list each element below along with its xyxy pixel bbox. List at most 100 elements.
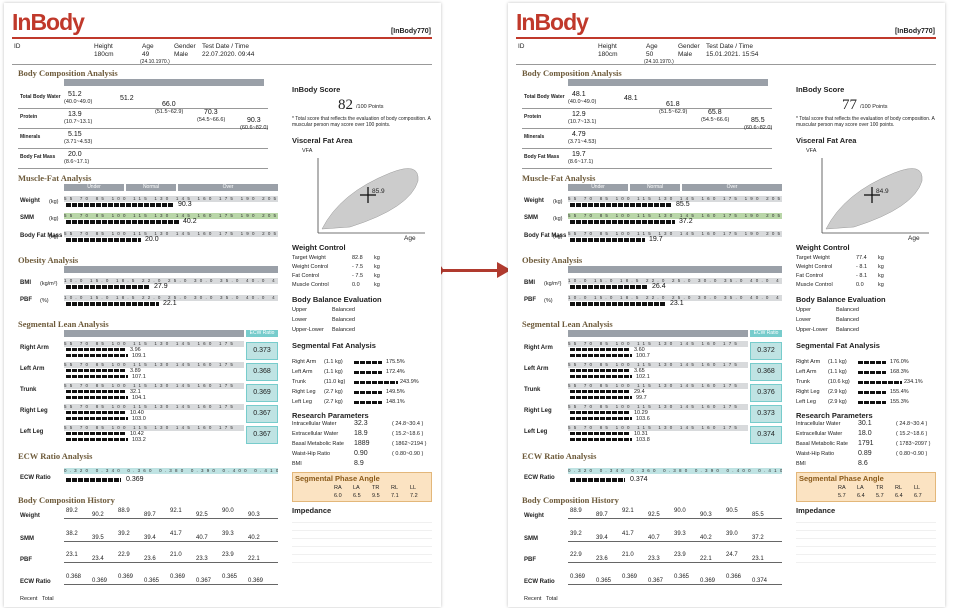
obesity-bmi-value: 27.9 [154, 283, 168, 290]
mfa-smm-label: SMM [524, 215, 538, 221]
obesity-header [568, 266, 782, 273]
bca-tbw-value: 48.1 [572, 91, 586, 98]
sla-tr-kg: 32.1 [130, 389, 141, 395]
sla-tr-label: Trunk [524, 387, 541, 393]
mfa-title: Muscle-Fat Analysis [522, 173, 596, 183]
history-recent-legend: Recent [20, 596, 38, 602]
phase-val-rl: 7.1 [391, 493, 399, 499]
balance-ul-label: Upper-Lower [292, 327, 324, 333]
mfa-bfm-bar [66, 238, 141, 242]
obesity-bmi-unit: (kg/m²) [40, 281, 58, 287]
age-label: Age [646, 43, 658, 50]
sla-ra-pct-bar [66, 354, 128, 357]
sfa-ra-pct: 175.5% [386, 359, 405, 365]
wc-title: Weight Control [796, 243, 850, 252]
history-ecw-label: ECW Ratio [524, 579, 555, 585]
wc-muscle_ctrl-label: Muscle Control [292, 282, 329, 288]
history-smm-point: 41.7 [622, 531, 634, 537]
gender-value: Male [174, 51, 189, 58]
history-smm-label: SMM [20, 536, 34, 542]
bca-row-label-bfm: Body Fat Mass [20, 154, 56, 160]
sfa-la-pct: 172.4% [386, 369, 405, 375]
bca-protein-range: (10.7~13.1) [568, 119, 597, 125]
phase-val-ra: 6.0 [334, 493, 342, 499]
wc-muscle_ctrl-value: 0.0 [352, 282, 360, 288]
sla-ll-pct-bar [570, 438, 632, 441]
sla-la-kg: 3.65 [634, 368, 645, 374]
history-weight-point: 90.3 [248, 512, 260, 518]
research-title: Research Parameters [292, 411, 369, 420]
mfa-smm-scale: 55 70 85 100 115 130 145 160 175 190 205 [64, 213, 278, 219]
sla-tr-kg-bar [570, 390, 630, 393]
mfa-bfm-bar [570, 238, 645, 242]
bca-slm-value: 66.0 [162, 101, 176, 108]
impedance-table [292, 515, 432, 570]
bca-bfm-range: (8.6~17.1) [64, 159, 90, 165]
vfa-value: 85.9 [372, 188, 385, 195]
sla-tr-ecw: 0.369 [246, 384, 278, 402]
history-weight-point: 89.2 [66, 508, 78, 514]
history-ecw-point: 0.369 [92, 578, 108, 584]
inbody-report-sheet: InBody [InBody770] ID Height 180cm Age 50 (24.1… [508, 3, 945, 607]
score-title: InBody Score [796, 85, 845, 94]
sla-rl-kg-bar [66, 411, 126, 414]
sla-ll-label: Left Leg [524, 429, 548, 435]
balance-lower-value: Balanced [332, 317, 355, 323]
phase-val-ra: 5.7 [838, 493, 846, 499]
score-value: 77 [842, 97, 857, 113]
vfa-chart [804, 153, 934, 243]
history-weight-point: 90.5 [726, 508, 738, 514]
bca-slm-range: (51.5~62.9) [659, 109, 688, 115]
wc-weight_ctrl-value: - 8.1 [856, 264, 868, 270]
sfa-ll-bar [858, 401, 886, 404]
history-smm-point: 40.7 [648, 535, 660, 541]
mfa-under-hdr: Under [568, 184, 628, 191]
history-smm-point: 40.2 [248, 535, 260, 541]
sfa-ll-pct: 155.3% [890, 399, 909, 405]
bca-row-divider [522, 128, 772, 129]
phase-val-tr: 9.5 [372, 493, 380, 499]
history-ecw-point: 0.368 [66, 574, 82, 580]
history-pbf-point: 23.1 [66, 552, 78, 558]
sfa-tr-bar [858, 381, 902, 384]
obesity-title: Obesity Analysis [522, 255, 583, 265]
id-label: ID [14, 43, 21, 50]
date-value: 22.07.2020. 09:44 [202, 51, 255, 58]
wc-target-value: 82.8 [352, 255, 363, 261]
mfa-title: Muscle-Fat Analysis [18, 173, 92, 183]
history-weight-line [568, 518, 782, 519]
sfa-rl-label: Right Leg [796, 389, 820, 395]
bca-row-divider [18, 148, 268, 149]
research-whr-value: 0.90 [354, 450, 368, 457]
history-smm-point: 39.4 [596, 535, 608, 541]
phase-col-ll: LL [914, 485, 921, 491]
research-bmr-value: 1889 [354, 440, 370, 447]
sla-la-label: Left Arm [20, 366, 45, 372]
bca-tbw2-value: 48.1 [624, 95, 638, 102]
phase-val-ll: 6.7 [914, 493, 922, 499]
history-title: Body Composition History [522, 495, 619, 505]
ecwr-scale: 0.320 0.340 0.360 0.380 0.390 0.400 0.41… [568, 468, 782, 474]
sfa-ra-kg: (1.1 kg) [324, 359, 343, 365]
history-ecw-label: ECW Ratio [20, 579, 51, 585]
sfa-ll-label: Left Leg [292, 399, 312, 405]
device-model: [InBody770] [390, 28, 431, 35]
history-recent-legend: Recent [524, 596, 542, 602]
sla-ll-pct-bar [66, 438, 128, 441]
sfa-tr-bar [354, 381, 398, 384]
history-smm-point: 39.4 [144, 535, 156, 541]
mfa-under-hdr: Under [64, 184, 124, 191]
phase-val-la: 6.4 [857, 493, 865, 499]
sla-tr-label: Trunk [20, 387, 37, 393]
bca-row-divider [18, 108, 268, 109]
sfa-tr-pct: 243.9% [400, 379, 419, 385]
sfa-ll-bar [354, 401, 382, 404]
wc-fat_ctrl-unit: kg [374, 273, 380, 279]
impedance-title: Impedance [292, 506, 332, 515]
research-bmr-label: Basal Metabolic Rate [292, 441, 344, 447]
wc-weight_ctrl-unit: kg [878, 264, 884, 270]
obesity-bmi-unit: (kg/m²) [544, 281, 562, 287]
bca-row-label-tbw: Total Body Water [20, 94, 61, 100]
history-pbf-label: PBF [524, 557, 536, 563]
wc-muscle_ctrl-unit: kg [878, 282, 884, 288]
